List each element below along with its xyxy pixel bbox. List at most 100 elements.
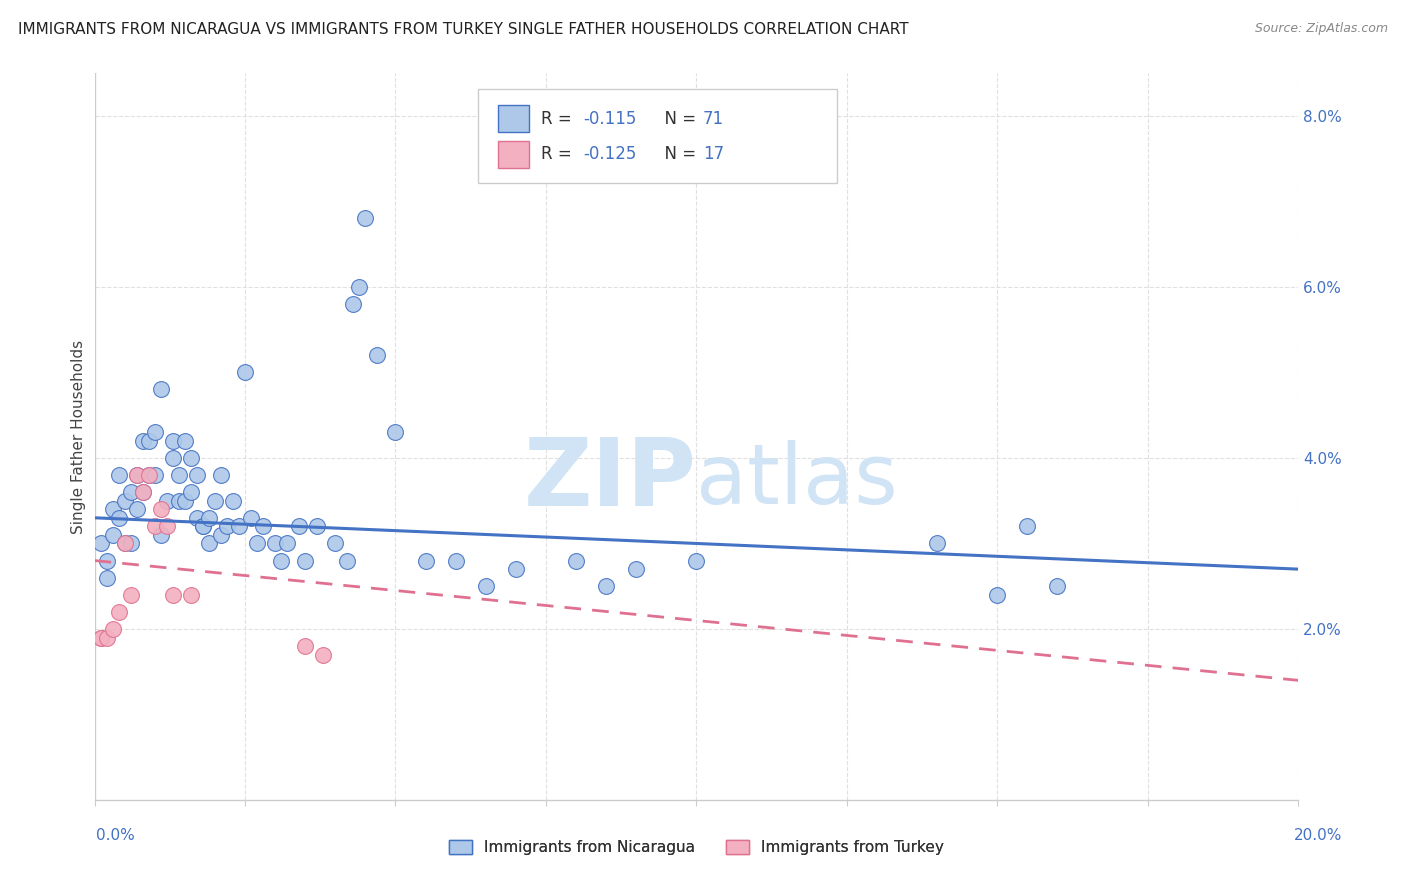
- Legend: Immigrants from Nicaragua, Immigrants from Turkey: Immigrants from Nicaragua, Immigrants fr…: [443, 834, 950, 862]
- Text: Source: ZipAtlas.com: Source: ZipAtlas.com: [1254, 22, 1388, 36]
- Point: [167, 468, 190, 483]
- Point: [925, 536, 948, 550]
- Point: [114, 493, 136, 508]
- Point: [96, 631, 118, 645]
- Point: [624, 562, 647, 576]
- Point: [120, 536, 142, 550]
- Y-axis label: Single Father Households: Single Father Households: [72, 340, 86, 533]
- Point: [156, 519, 179, 533]
- Point: [264, 536, 287, 550]
- Point: [474, 579, 496, 593]
- Text: 0.0%: 0.0%: [96, 828, 135, 843]
- Text: 17: 17: [703, 145, 724, 163]
- Point: [191, 519, 214, 533]
- Point: [986, 588, 1008, 602]
- Point: [215, 519, 238, 533]
- Point: [336, 553, 359, 567]
- Point: [149, 383, 172, 397]
- Text: R =: R =: [541, 145, 578, 163]
- Text: N =: N =: [654, 110, 702, 128]
- Point: [323, 536, 346, 550]
- Point: [138, 434, 160, 448]
- Point: [107, 468, 129, 483]
- Point: [288, 519, 311, 533]
- Point: [222, 493, 245, 508]
- Point: [233, 365, 256, 379]
- Text: 20.0%: 20.0%: [1295, 828, 1343, 843]
- Point: [125, 502, 148, 516]
- Point: [132, 485, 155, 500]
- Point: [101, 622, 124, 636]
- Point: [96, 553, 118, 567]
- Point: [366, 348, 388, 362]
- Point: [354, 211, 377, 226]
- Point: [180, 450, 202, 465]
- Point: [228, 519, 250, 533]
- Point: [90, 631, 112, 645]
- Point: [143, 519, 166, 533]
- Point: [138, 468, 160, 483]
- Point: [132, 434, 155, 448]
- Point: [384, 425, 406, 440]
- Point: [270, 553, 292, 567]
- Point: [505, 562, 527, 576]
- Point: [125, 468, 148, 483]
- Point: [114, 536, 136, 550]
- Point: [107, 605, 129, 619]
- Point: [595, 579, 617, 593]
- Point: [276, 536, 298, 550]
- Text: ZIP: ZIP: [523, 434, 696, 526]
- Point: [107, 510, 129, 524]
- Text: -0.115: -0.115: [583, 110, 637, 128]
- Point: [162, 434, 184, 448]
- Text: atlas: atlas: [696, 440, 898, 521]
- Point: [173, 434, 195, 448]
- Point: [342, 297, 364, 311]
- Point: [685, 553, 707, 567]
- Point: [125, 468, 148, 483]
- Point: [143, 425, 166, 440]
- Point: [294, 639, 316, 653]
- Text: 71: 71: [703, 110, 724, 128]
- Point: [120, 485, 142, 500]
- Point: [312, 648, 335, 662]
- Point: [186, 468, 208, 483]
- Point: [307, 519, 329, 533]
- Point: [209, 468, 232, 483]
- Point: [204, 493, 226, 508]
- Point: [143, 468, 166, 483]
- Point: [162, 588, 184, 602]
- Point: [294, 553, 316, 567]
- Point: [209, 528, 232, 542]
- Point: [162, 450, 184, 465]
- Point: [167, 493, 190, 508]
- Text: N =: N =: [654, 145, 702, 163]
- Point: [198, 536, 221, 550]
- Point: [90, 536, 112, 550]
- Point: [180, 485, 202, 500]
- Point: [96, 571, 118, 585]
- Text: IMMIGRANTS FROM NICARAGUA VS IMMIGRANTS FROM TURKEY SINGLE FATHER HOUSEHOLDS COR: IMMIGRANTS FROM NICARAGUA VS IMMIGRANTS …: [18, 22, 908, 37]
- Point: [186, 510, 208, 524]
- Text: -0.125: -0.125: [583, 145, 637, 163]
- Point: [1046, 579, 1069, 593]
- Point: [101, 502, 124, 516]
- Point: [1017, 519, 1039, 533]
- Point: [565, 553, 588, 567]
- Point: [349, 280, 371, 294]
- Point: [180, 588, 202, 602]
- Point: [120, 588, 142, 602]
- Point: [149, 502, 172, 516]
- Point: [132, 485, 155, 500]
- Point: [198, 510, 221, 524]
- Point: [149, 528, 172, 542]
- Point: [114, 536, 136, 550]
- Point: [240, 510, 263, 524]
- Point: [173, 493, 195, 508]
- Point: [444, 553, 467, 567]
- Point: [191, 519, 214, 533]
- Point: [415, 553, 437, 567]
- Point: [101, 528, 124, 542]
- Point: [156, 493, 179, 508]
- Point: [246, 536, 269, 550]
